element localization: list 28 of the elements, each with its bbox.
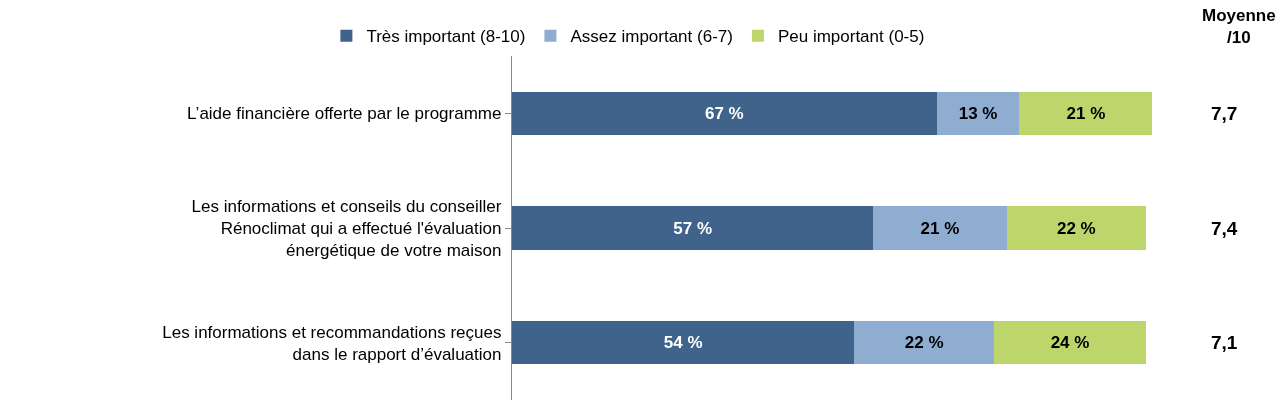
bar bbox=[1019, 91, 1153, 136]
data-label: 54 % bbox=[663, 333, 703, 353]
bar bbox=[936, 91, 1020, 136]
bar bbox=[511, 206, 874, 250]
legend-label: Assez important (6-7) bbox=[570, 27, 733, 47]
data-label: 67 % bbox=[704, 103, 744, 123]
bar bbox=[873, 206, 1007, 250]
text: Moyenne /10 bbox=[1202, 6, 1276, 48]
data-label: 21 % bbox=[1066, 103, 1106, 123]
bar bbox=[1006, 206, 1147, 250]
data-label: 13 % bbox=[958, 103, 998, 123]
text: 7,7 bbox=[1211, 103, 1238, 124]
legend-label: Très important (8-10) bbox=[366, 27, 526, 47]
bar bbox=[511, 320, 855, 365]
data-label: 22 % bbox=[904, 333, 944, 353]
y-tick-label: Les informations et recommandations reçues dans le rapport d’évaluation bbox=[162, 322, 502, 364]
data-label: 21 % bbox=[920, 218, 960, 238]
bar bbox=[511, 91, 937, 136]
text: 7,1 bbox=[1211, 332, 1238, 353]
bar bbox=[993, 320, 1147, 365]
data-label: 24 % bbox=[1050, 333, 1090, 353]
bar bbox=[854, 320, 994, 365]
legend-label: Peu important (0-5) bbox=[777, 27, 925, 47]
text: 7,4 bbox=[1211, 218, 1238, 239]
y-tick-label: L’aide financière offerte par le programme bbox=[187, 104, 502, 124]
data-label: 22 % bbox=[1056, 218, 1096, 238]
y-tick-label: Les informations et conseils du conseiller Rénoclimat qui a effectué l'évaluation énergétique de votre maison bbox=[191, 196, 502, 261]
data-label: 57 % bbox=[673, 218, 713, 238]
